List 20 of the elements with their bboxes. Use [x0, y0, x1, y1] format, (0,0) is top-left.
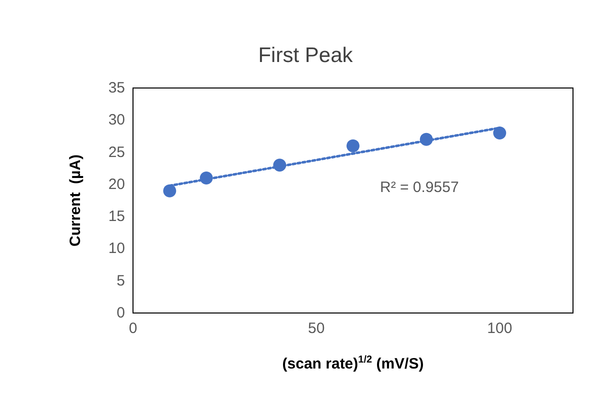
point: [273, 158, 286, 172]
y-tick-label: 35: [108, 80, 125, 96]
y-tick-label: 15: [108, 208, 125, 226]
point: [493, 126, 506, 140]
y-tick-label: 5: [116, 272, 125, 290]
x-tick-label: 50: [308, 320, 325, 337]
y-tick-label: 10: [108, 240, 125, 258]
y-axis-title: Current (µA): [67, 154, 84, 246]
point: [346, 139, 360, 152]
point: [163, 184, 176, 198]
annotation: R² = 0.9557: [380, 179, 459, 196]
y-tick-label: 20: [108, 176, 125, 193]
y-tick-label: 0: [116, 304, 125, 322]
y-tick-label: 30: [108, 112, 125, 129]
x-tick-label: 100: [487, 320, 512, 337]
x-tick-label: 0: [128, 320, 138, 337]
point: [420, 132, 433, 146]
point: [200, 172, 213, 184]
chart-title: First Peak: [258, 44, 354, 67]
y-tick-label: 25: [108, 144, 125, 161]
